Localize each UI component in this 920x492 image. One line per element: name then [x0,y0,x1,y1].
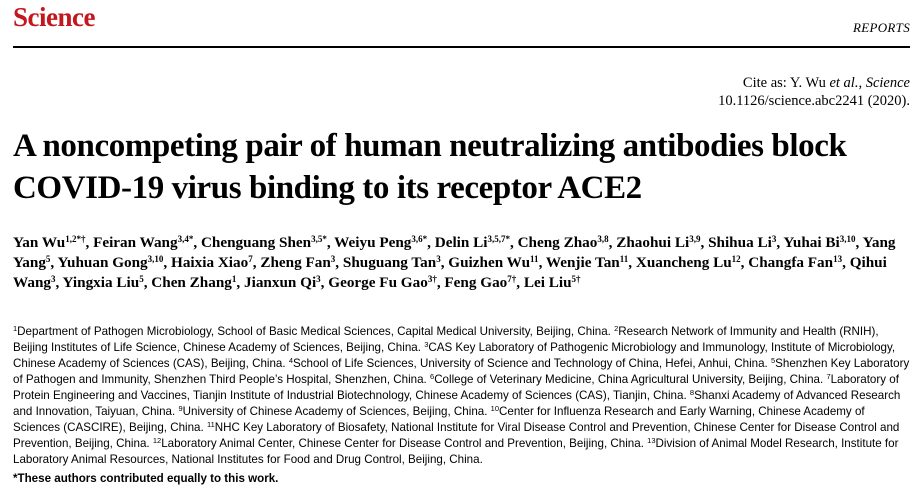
author-list: Yan Wu1,2*†, Feiran Wang3,4*, Chenguang … [13,234,896,291]
author-name: Yan Wu [13,234,66,251]
author-name: Haixia Xiao [171,254,249,271]
author-affiliation-mark: 11 [619,254,629,264]
author-affiliation-mark: 3,5,7* [487,234,510,244]
citation-doi: 10.1126/science.abc2241 (2020). [718,93,910,109]
author-affiliation-mark: 3,9 [689,234,701,244]
author-name: Xuancheng Lu [635,254,732,271]
affiliation-number: 2 [614,324,619,333]
author-affiliation-mark: 3 [50,274,56,284]
affiliation-text: CAS Key Laboratory of Pathogenic Microbi… [13,341,896,370]
author-name: Weiyu Peng [334,234,412,251]
author-name: Wenjie Tan [545,254,620,271]
affiliation-text: Laboratory of Protein Engineering and Va… [13,373,899,402]
author-name: Zheng Fan [260,254,331,271]
author-name: Shihua Li [708,234,772,251]
author-name: Shuguang Tan [342,254,437,271]
author-name: Changfa Fan [748,254,834,271]
affiliation-number: 12 [152,436,162,445]
author-affiliation-mark: 7† [507,274,517,284]
author-affiliation-mark: 7 [248,254,253,264]
affiliation-text: Department of Pathogen Microbiology, Sch… [17,325,611,338]
author-affiliation-mark: 5 [45,254,51,264]
author-affiliation-mark: 3,10 [839,234,856,244]
author-affiliation-mark: 1,2*† [65,234,86,244]
journal-logo: Science [13,2,95,32]
author-name: Feiran Wang [93,234,178,251]
author-name: Guizhen Wu [448,254,531,271]
author-name: Jianxun Qi [244,274,317,291]
author-name: Cheng Zhao [517,234,598,251]
author-affiliation-mark: 3,4* [177,234,194,244]
citation-journal: Science [865,75,910,91]
section-label: REPORTS [853,20,910,35]
affiliation-number: 7 [826,372,831,381]
affiliation-number: 5 [771,356,776,365]
author-affiliation-mark: 5 [139,274,144,284]
affiliation-text: College of Veterinary Medicine, China Ag… [434,373,824,386]
author-name: Zhaohui Li [616,234,690,251]
author-affiliation-mark: 3,10 [147,254,164,264]
citation-etal: et al. [829,75,859,91]
author-name: Yingxia Liu [62,274,140,291]
author-affiliation-mark: 3 [316,274,321,284]
author-name: George Fu Gao [328,274,428,291]
author-name: Chenguang Shen [200,234,312,251]
author-name: Yuhai Bi [783,234,840,251]
affiliation-number: 8 [689,388,695,397]
author-name: Feng Gao [444,274,508,291]
affiliation-text: Center for Influenza Research and Early … [13,405,865,434]
author-affiliation-mark: 1 [231,274,237,284]
citation-prefix: Cite as: Y. Wu [742,75,830,91]
author-name: Chen Zhang [151,274,232,291]
author-affiliation-mark: 5† [571,274,581,284]
author-name: Qihui Wang [13,254,887,291]
author-affiliation-mark: 3 [771,234,777,244]
affiliation-text: Division of Animal Model Research, Insti… [13,437,899,466]
author-affiliation-mark: 12 [731,254,741,264]
affiliation-text: Laboratory Animal Center, Chinese Center… [161,437,644,450]
affiliation-text: Shanxi Academy of Advanced Research and … [13,389,901,418]
author-name: Lei Liu [523,274,572,291]
author-affiliation-mark: 13 [833,254,843,264]
article-title: A noncompeting pair of human neutralizin… [13,128,847,206]
affiliation-number: 6 [430,372,435,381]
affiliation-number: 1 [13,324,18,333]
author-affiliation-mark: 11 [530,254,539,264]
affiliation-number: 13 [647,436,656,445]
author-affiliation-mark: 3 [330,254,336,264]
author-name: Delin Li [434,234,488,251]
author-affiliation-mark: 3† [427,274,437,284]
citation-line: Cite as: Y. Wu et al., Science [718,74,910,92]
citation-comma: , [858,75,866,91]
affiliation-number: 11 [206,420,215,429]
equal-contribution-note: *These authors contributed equally to th… [13,472,279,485]
affiliation-number: 10 [490,404,500,413]
author-affiliation-mark: 3,8 [597,234,609,244]
affiliation-text: School of Life Sciences, University of S… [293,357,768,370]
affiliation-number: 4 [288,356,293,365]
affiliation-number: 3 [424,340,429,349]
author-affiliation-mark: 3,6* [411,234,428,244]
author-affiliation-mark: 3 [436,254,441,264]
header-rule [13,46,910,48]
affiliation-number: 9 [178,404,183,413]
affiliation-text: University of Chinese Academy of Science… [182,405,488,418]
author-affiliation-mark: 3,5* [311,234,327,244]
citation-block: Cite as: Y. Wu et al., Science 10.1126/s… [718,74,910,110]
author-name: Yang Yang [13,234,896,271]
affiliation-text: NHC Key Laboratory of Biosafety, Nationa… [13,421,900,450]
affiliation-text: Shenzhen Key Laboratory of Pathogen and … [13,357,910,386]
affiliation-list: 1Department of Pathogen Microbiology, Sc… [13,324,913,468]
author-name: Yuhuan Gong [57,254,148,271]
affiliation-text: Research Network of Immunity and Health … [13,325,879,354]
